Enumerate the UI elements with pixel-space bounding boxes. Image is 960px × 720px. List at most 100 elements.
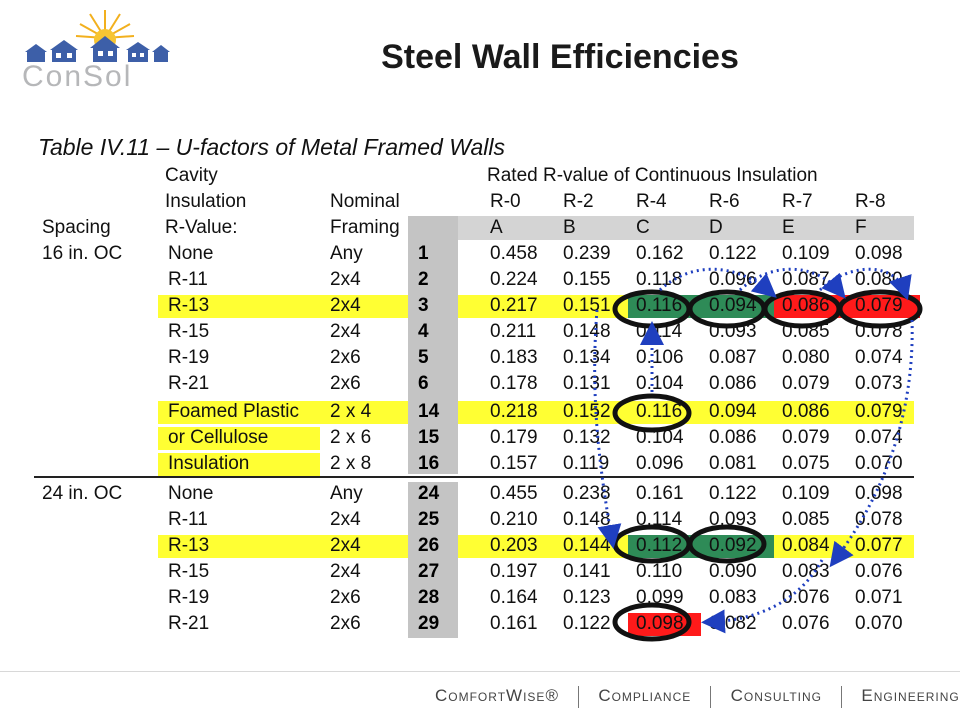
framing-label: 2x4 — [330, 535, 361, 556]
arrow-e26-to-d29 — [701, 559, 824, 634]
r-col-header: R-4 — [636, 191, 667, 212]
row-number: 24 — [418, 483, 440, 504]
consol-logo — [10, 8, 170, 100]
u-factor-cell: 0.085 — [782, 509, 830, 530]
u-factor-cell: 0.078 — [855, 509, 903, 530]
logo-houses-sun-icon — [25, 10, 170, 62]
spacing-label: 16 in. OC — [42, 243, 123, 264]
u-factor-cell: 0.074 — [855, 427, 903, 448]
arrow-b3-to-b26 — [593, 309, 622, 549]
arrow-f3-to-e26 — [829, 319, 914, 568]
header-rated-r-value: Rated R-value of Continuous Insulation — [487, 165, 818, 186]
u-factor-cell: 0.218 — [490, 401, 538, 422]
header-cavity: Cavity — [165, 165, 218, 186]
framing-label: 2x4 — [330, 295, 361, 316]
footer-rule — [0, 671, 960, 672]
row-number-column — [408, 216, 458, 638]
u-factor-cell: 0.164 — [490, 587, 538, 608]
u-factor-cell: 0.211 — [490, 321, 537, 342]
r-col-header: R-6 — [709, 191, 740, 212]
u-factor-cell: 0.238 — [563, 483, 611, 504]
cavity-label: None — [168, 243, 214, 264]
u-factor-cell: 0.098 — [855, 243, 903, 264]
row-number: 6 — [418, 373, 429, 394]
u-factor-cell: 0.112 — [636, 535, 683, 556]
u-factor-cell: 0.080 — [782, 347, 830, 368]
row-number: 4 — [418, 321, 429, 342]
u-factor-cell: 0.079 — [855, 401, 903, 422]
framing-label: 2x6 — [330, 347, 361, 368]
u-factor-cell: 0.106 — [636, 347, 684, 368]
cavity-label: None — [168, 483, 214, 504]
u-factor-cell: 0.079 — [782, 427, 830, 448]
u-factor-cell: 0.086 — [782, 401, 830, 422]
u-factor-cell: 0.086 — [709, 373, 757, 394]
u-factor-cell: 0.155 — [563, 269, 611, 290]
u-factor-cell: 0.239 — [563, 243, 611, 264]
cavity-label: R-19 — [168, 587, 210, 608]
row-highlight — [458, 401, 914, 424]
footer-item-compliance: Compliance — [598, 686, 692, 705]
u-factor-cell: 0.122 — [709, 243, 757, 264]
u-factor-cell: 0.084 — [782, 535, 830, 556]
u-factor-cell: 0.210 — [490, 509, 538, 530]
u-factor-cell: 0.157 — [490, 453, 538, 474]
header-nominal: Nominal — [330, 191, 400, 212]
u-factor-cell: 0.197 — [490, 561, 538, 582]
framing-label: 2x4 — [330, 269, 361, 290]
arrow-e3-to-f3 — [818, 267, 912, 301]
u-factor-cell: 0.070 — [855, 613, 903, 634]
cavity-label: R-13 — [168, 535, 210, 556]
u-factor-cell: 0.148 — [563, 321, 611, 342]
letter-row-band — [458, 216, 914, 240]
row-highlight — [158, 401, 408, 424]
cavity-label: R-21 — [168, 613, 210, 634]
u-factor-cell: 0.455 — [490, 483, 538, 504]
u-factor-cell: 0.098 — [636, 613, 684, 634]
u-factor-cell: 0.179 — [490, 427, 538, 448]
u-factor-cell: 0.116 — [636, 401, 683, 422]
row-number: 27 — [418, 561, 440, 582]
u-factor-cell: 0.081 — [709, 453, 757, 474]
logo-text: ConSol — [22, 60, 133, 93]
u-factor-cell: 0.178 — [490, 373, 538, 394]
framing-label: 2 x 4 — [330, 401, 372, 422]
r-col-header: R-0 — [490, 191, 521, 212]
row-highlight — [158, 427, 320, 450]
highlight-ring-d26 — [687, 524, 767, 564]
u-factor-cell: 0.090 — [709, 561, 757, 582]
row-highlight — [158, 453, 320, 476]
arrow-c3-to-d3 — [658, 267, 777, 298]
row-number: 14 — [418, 401, 440, 422]
u-factor-cell: 0.075 — [782, 453, 830, 474]
row-number: 3 — [418, 295, 429, 316]
header-r-value: R-Value: — [165, 217, 238, 238]
u-factor-cell: 0.217 — [490, 295, 538, 316]
row-highlight — [158, 295, 408, 318]
u-factor-cell: 0.070 — [855, 453, 903, 474]
u-factor-cell: 0.183 — [490, 347, 538, 368]
row-number: 29 — [418, 613, 440, 634]
u-factor-cell: 0.096 — [636, 453, 684, 474]
u-factor-cell: 0.203 — [490, 535, 538, 556]
col-letter: F — [855, 217, 867, 238]
row-number: 26 — [418, 535, 440, 556]
footer-item-comfortwise: ComfortWise® — [435, 686, 559, 705]
r-col-header: R-7 — [782, 191, 813, 212]
framing-label: 2x6 — [330, 587, 361, 608]
col-letter: E — [782, 217, 795, 238]
footer-item-engineering: Engineering — [861, 686, 960, 705]
u-factor-cell: 0.092 — [709, 535, 757, 556]
cavity-label: R-11 — [168, 509, 208, 530]
u-factor-cell: 0.071 — [855, 587, 903, 608]
u-factor-cell: 0.162 — [636, 243, 684, 264]
framing-label: 2 x 8 — [330, 453, 372, 474]
u-factor-cell: 0.073 — [855, 373, 903, 394]
row-number: 15 — [418, 427, 440, 448]
r-col-header: R-2 — [563, 191, 594, 212]
col-letter: B — [563, 217, 576, 238]
u-factor-cell: 0.074 — [855, 347, 903, 368]
u-factor-cell: 0.087 — [782, 269, 830, 290]
u-factor-cell: 0.161 — [490, 613, 538, 634]
